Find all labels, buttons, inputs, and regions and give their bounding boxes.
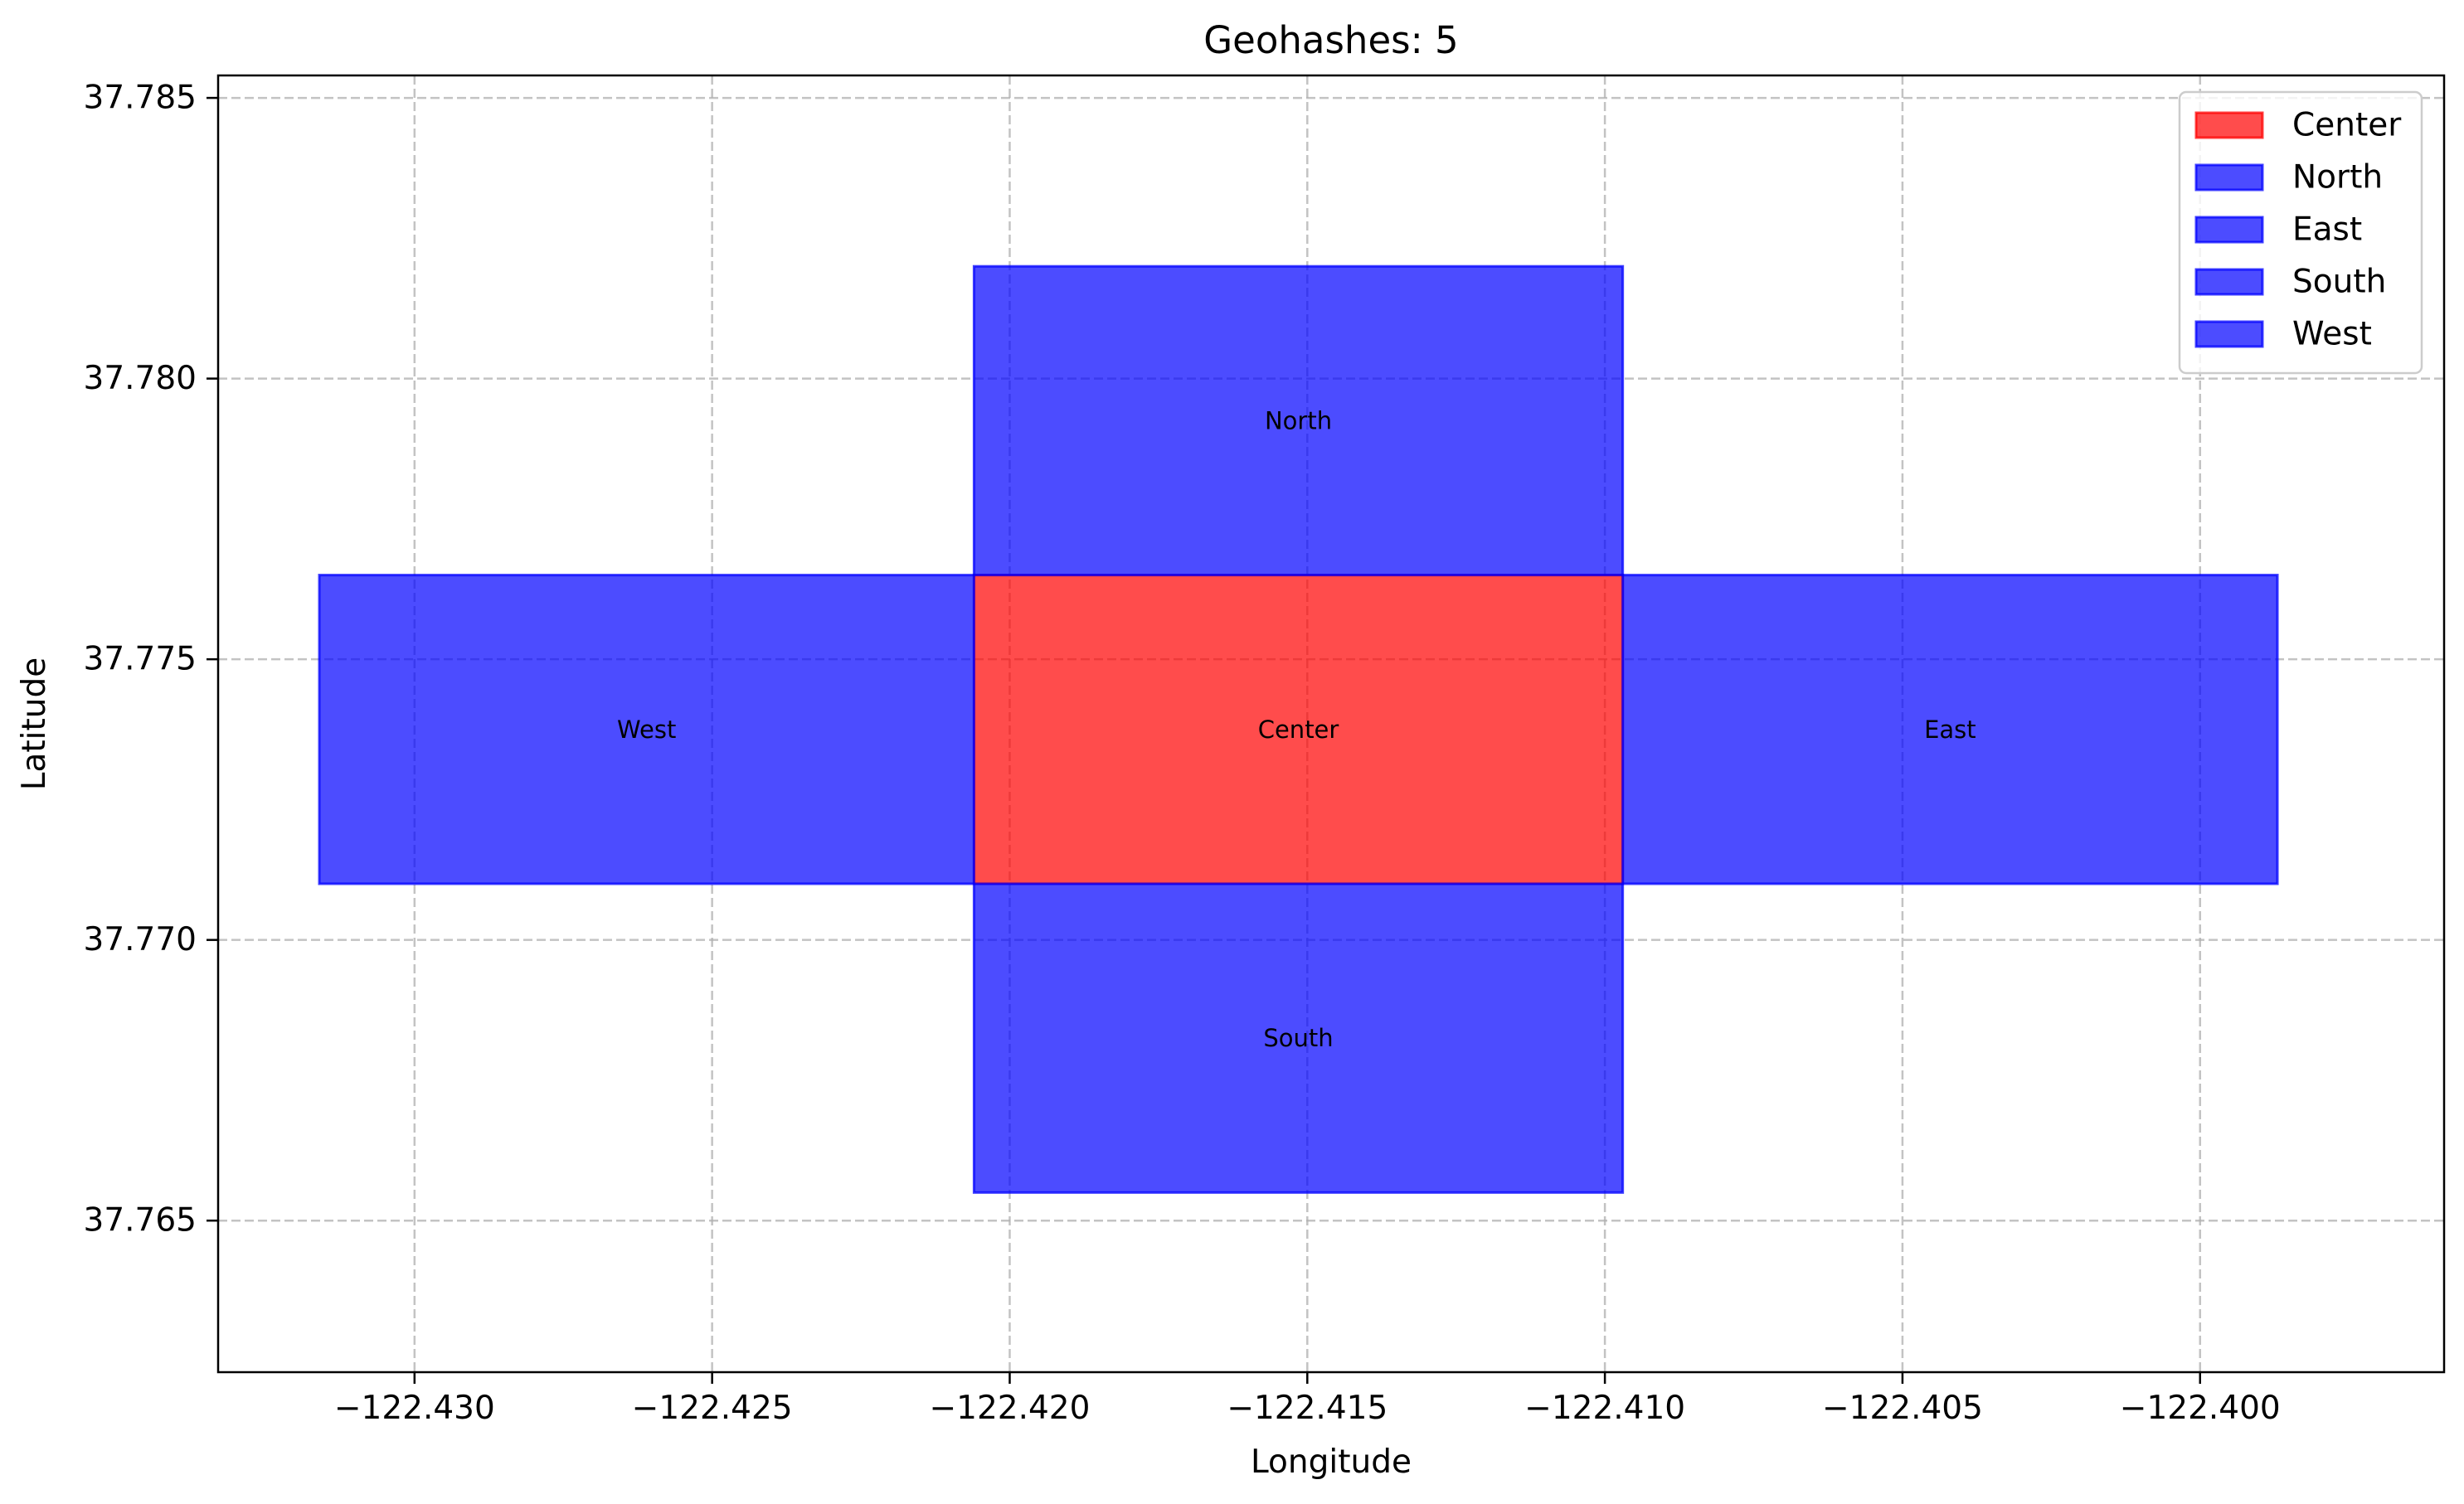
legend-swatch-center bbox=[2194, 111, 2264, 139]
plot-frame bbox=[216, 74, 2446, 1374]
y-tick-label-0: 37.765 bbox=[84, 1202, 197, 1240]
legend-label-west: West bbox=[2292, 316, 2372, 353]
x-tick-label-0: −122.430 bbox=[334, 1390, 495, 1427]
legend-frame bbox=[2178, 90, 2423, 375]
y-tick-label-4: 37.785 bbox=[84, 80, 197, 117]
x-tick-label-4: −122.410 bbox=[1524, 1390, 1685, 1427]
cell-west bbox=[318, 574, 975, 885]
cell-label-north: North bbox=[1265, 406, 1332, 434]
legend-swatch-west bbox=[2194, 320, 2264, 348]
geohash-cells bbox=[318, 264, 2279, 1194]
legend-swatch-east bbox=[2194, 216, 2264, 244]
legend-label-east: East bbox=[2292, 211, 2362, 249]
x-axis-ticks: −122.430 −122.425 −122.420 −122.415 −122.410… bbox=[334, 1372, 2281, 1427]
cell-label-east: East bbox=[1924, 716, 1976, 744]
x-tick-label-1: −122.425 bbox=[632, 1390, 793, 1427]
y-tick-label-3: 37.780 bbox=[84, 360, 197, 397]
y-tick-label-1: 37.770 bbox=[84, 921, 197, 958]
geohash-cell-labels: Center North East South West bbox=[617, 406, 1976, 1052]
cell-label-west: West bbox=[617, 716, 676, 744]
cell-south bbox=[972, 882, 1625, 1194]
chart-title: Geohashes: 5 bbox=[1203, 18, 1458, 62]
x-tick-label-6: −122.400 bbox=[2120, 1390, 2281, 1427]
cell-label-center: Center bbox=[1258, 716, 1339, 744]
y-tick-label-2: 37.775 bbox=[84, 641, 197, 678]
legend-label-center: Center bbox=[2292, 107, 2402, 144]
cell-label-south: South bbox=[1263, 1024, 1333, 1052]
x-tick-label-3: −122.415 bbox=[1227, 1390, 1388, 1427]
legend-swatch-north bbox=[2194, 163, 2264, 192]
y-axis-label: Latitude bbox=[16, 657, 53, 791]
y-axis-ticks: 37.765 37.770 37.775 37.780 37.785 bbox=[84, 80, 218, 1240]
x-tick-label-2: −122.420 bbox=[929, 1390, 1090, 1427]
legend-label-north: North bbox=[2292, 159, 2383, 196]
legend-label-south: South bbox=[2292, 264, 2386, 301]
legend-swatch-south bbox=[2194, 268, 2264, 296]
cell-east bbox=[1621, 574, 2279, 885]
x-axis-label: Longitude bbox=[1251, 1443, 1412, 1481]
cell-north bbox=[972, 264, 1625, 577]
legend: Center North East South West bbox=[2178, 90, 2423, 375]
x-tick-label-5: −122.405 bbox=[1822, 1390, 1983, 1427]
